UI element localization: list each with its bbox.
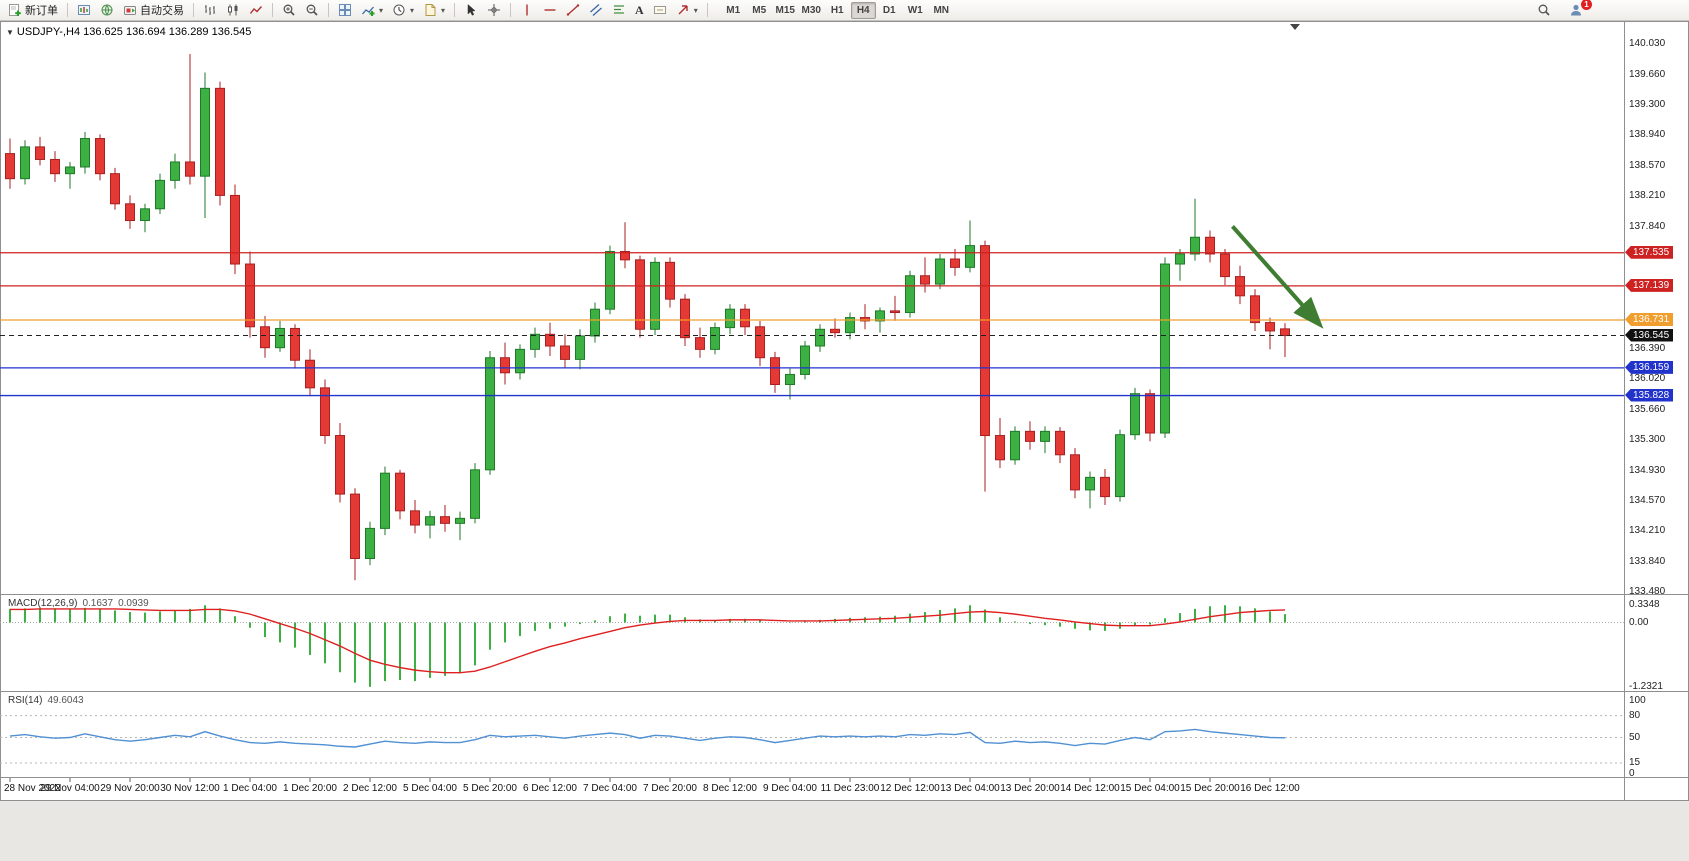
timeframe-h4-button[interactable]: H4	[850, 1, 876, 19]
timeframe-d1-button[interactable]: D1	[877, 2, 902, 19]
cursor-button[interactable]	[460, 1, 482, 19]
user-icon	[1571, 4, 1581, 16]
quotes-button[interactable]	[96, 1, 118, 19]
toolbar-separator	[272, 3, 273, 17]
crosshair-icon	[488, 4, 501, 16]
templates-button[interactable]: ▾	[419, 1, 449, 19]
timeframe-m1-button[interactable]: M1	[721, 2, 746, 19]
chevron-down-icon: ▾	[441, 5, 446, 15]
chevron-down-icon: ▾	[693, 5, 698, 15]
auto-trading-button[interactable]: 自动交易	[119, 1, 188, 19]
new-order-button[interactable]: 新订单	[4, 1, 62, 19]
zoom-in-icon	[283, 4, 295, 16]
fibonacci-tool-button[interactable]	[608, 1, 630, 19]
periods-button[interactable]: ▾	[388, 1, 418, 19]
chevron-down-icon: ▾	[379, 5, 384, 15]
toolbar-right-group: 1	[1533, 0, 1592, 19]
timeframe-h1-button[interactable]: H1	[825, 2, 850, 19]
candlestick-chart-button[interactable]	[222, 1, 244, 19]
trendline-tool-button[interactable]	[562, 1, 584, 19]
text-label-icon	[653, 6, 666, 14]
chart-windows-button[interactable]	[73, 1, 95, 19]
zoom-out-button[interactable]	[301, 1, 323, 19]
tile-windows-icon	[339, 4, 351, 16]
panel-separator-rsi-timeaxis	[0, 777, 1689, 778]
quotes-globe-icon	[101, 4, 113, 16]
toolbar-separator	[454, 3, 456, 17]
toolbar-separator	[328, 3, 329, 17]
bar-chart-button[interactable]	[199, 1, 221, 19]
timeframe-mn-button[interactable]: MN	[929, 2, 954, 19]
timeframe-m30-button[interactable]: M30	[799, 2, 824, 19]
new-order-icon	[9, 4, 21, 16]
channel-icon	[590, 4, 602, 16]
search-button[interactable]	[1533, 1, 1555, 19]
bar-chart-icon	[205, 5, 215, 15]
horizontal-line-icon	[544, 9, 556, 11]
new-order-label: 新订单	[25, 5, 58, 17]
text-tool-icon: A	[635, 3, 644, 17]
toolbar-separator	[510, 3, 512, 17]
chart-window[interactable]	[0, 21, 1689, 801]
vertical-line-icon	[526, 4, 528, 16]
trendline-icon	[566, 4, 580, 16]
line-chart-icon	[249, 6, 263, 14]
horizontal-line-tool-button[interactable]	[539, 1, 561, 19]
text-tool-button[interactable]: A	[631, 1, 648, 19]
vertical-line-tool-button[interactable]	[516, 1, 538, 19]
indicators-button[interactable]: ▾	[357, 1, 387, 19]
timeframe-m5-button[interactable]: M5	[747, 2, 772, 19]
toolbar-separator	[706, 3, 708, 17]
template-icon	[425, 4, 436, 16]
line-chart-button[interactable]	[245, 1, 267, 19]
channel-tool-button[interactable]	[585, 1, 607, 19]
crosshair-button[interactable]	[483, 1, 505, 19]
timeframe-group: M1 M5 M15 M30 H1 H4 D1 W1 MN	[721, 1, 954, 19]
auto-trading-icon	[124, 6, 136, 15]
tile-windows-button[interactable]	[334, 1, 356, 19]
cursor-icon	[467, 3, 476, 16]
chart-window-icon	[78, 5, 90, 15]
user-account-button[interactable]: 1	[1565, 0, 1592, 19]
price-axis-border	[1624, 21, 1625, 801]
fibonacci-icon	[614, 5, 625, 14]
text-label-tool-button[interactable]	[649, 1, 671, 19]
notification-badge: 1	[1581, 0, 1592, 10]
panel-separator-main-macd[interactable]	[0, 594, 1689, 595]
search-icon	[1538, 4, 1550, 16]
arrows-tool-button[interactable]: ▾	[672, 1, 702, 19]
indicators-icon	[362, 6, 375, 16]
zoom-out-icon	[306, 4, 318, 16]
candlestick-chart-icon	[228, 4, 238, 16]
toolbar: 新订单 自动交易 ▾ ▾ ▾	[0, 0, 1689, 21]
toolbar-separator	[67, 3, 68, 17]
timeframe-m15-button[interactable]: M15	[773, 2, 798, 19]
auto-trading-label: 自动交易	[140, 5, 184, 17]
arrow-tool-icon	[678, 5, 688, 15]
chevron-down-icon: ▾	[410, 5, 415, 15]
timeframe-w1-button[interactable]: W1	[903, 2, 928, 19]
clock-icon	[393, 4, 405, 16]
panel-separator-macd-rsi[interactable]	[0, 691, 1689, 692]
zoom-in-button[interactable]	[278, 1, 300, 19]
toolbar-separator	[193, 3, 194, 17]
